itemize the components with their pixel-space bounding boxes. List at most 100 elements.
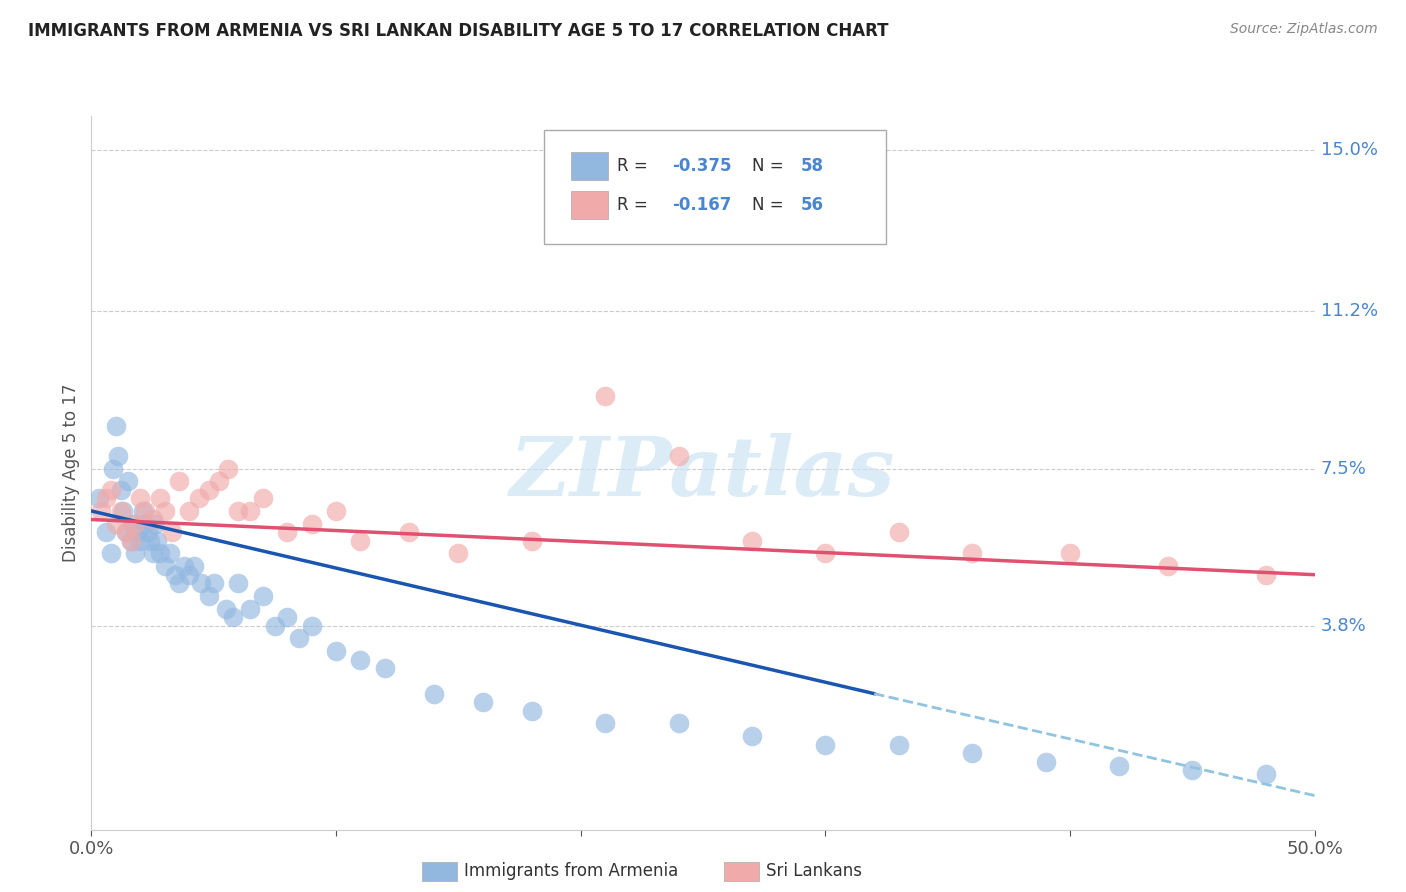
Point [146, 533, 169, 548]
FancyBboxPatch shape [571, 191, 607, 219]
Text: 15.0%: 15.0% [1320, 141, 1378, 159]
Point [325, 644, 347, 658]
Point [149, 546, 172, 560]
Text: Sri Lankans: Sri Lankans [766, 863, 862, 880]
Point [104, 516, 127, 531]
Point [226, 504, 249, 518]
Point [132, 504, 155, 518]
Point [183, 559, 205, 574]
Point [301, 516, 323, 531]
Point [741, 729, 763, 743]
Point [117, 475, 139, 489]
Point [100, 483, 122, 497]
Text: N =: N = [752, 196, 789, 214]
Point [112, 504, 135, 518]
Text: IMMIGRANTS FROM ARMENIA VS SRI LANKAN DISABILITY AGE 5 TO 17 CORRELATION CHART: IMMIGRANTS FROM ARMENIA VS SRI LANKAN DI… [28, 22, 889, 40]
Point [520, 704, 543, 718]
Point [198, 483, 221, 497]
Point [239, 601, 262, 615]
Point [190, 576, 212, 591]
Point [143, 516, 166, 531]
Point [173, 559, 195, 574]
Point [887, 738, 910, 752]
Point [160, 525, 183, 540]
Point [593, 716, 616, 731]
Point [136, 525, 159, 540]
Point [120, 533, 142, 548]
Point [104, 419, 127, 434]
Point [169, 576, 191, 591]
Point [129, 533, 152, 548]
Point [107, 449, 129, 463]
Point [423, 687, 446, 701]
Point [1157, 559, 1180, 574]
Point [153, 559, 176, 574]
Point [129, 491, 152, 506]
Point [741, 533, 763, 548]
Point [202, 576, 225, 591]
Point [239, 504, 262, 518]
Point [520, 533, 543, 548]
Point [198, 589, 221, 603]
Point [90, 504, 112, 518]
Point [114, 525, 136, 540]
Text: 7.5%: 7.5% [1320, 459, 1367, 477]
Point [141, 546, 163, 560]
Point [349, 533, 371, 548]
Point [159, 546, 181, 560]
Point [1254, 767, 1277, 781]
Point [301, 618, 323, 632]
Point [153, 504, 176, 518]
Point [288, 632, 311, 646]
Point [110, 483, 132, 497]
Point [264, 618, 287, 632]
Text: -0.375: -0.375 [672, 157, 733, 175]
Point [124, 516, 146, 531]
Point [668, 449, 690, 463]
Y-axis label: Disability Age 5 to 17: Disability Age 5 to 17 [62, 384, 80, 562]
Point [887, 525, 910, 540]
Point [215, 601, 238, 615]
Point [179, 567, 201, 582]
Point [325, 504, 347, 518]
Point [222, 610, 245, 624]
Point [100, 546, 122, 560]
Point [960, 546, 983, 560]
Point [207, 475, 229, 489]
Point [134, 504, 156, 518]
Text: ZIPatlas: ZIPatlas [510, 433, 896, 513]
Text: Immigrants from Armenia: Immigrants from Armenia [464, 863, 678, 880]
Point [471, 695, 494, 709]
Text: R =: R = [617, 196, 654, 214]
Point [252, 491, 274, 506]
Point [960, 746, 983, 760]
Text: 3.8%: 3.8% [1320, 616, 1367, 635]
Point [217, 461, 239, 475]
Point [94, 491, 117, 506]
Point [163, 567, 186, 582]
Point [1035, 755, 1057, 769]
Text: N =: N = [752, 157, 789, 175]
Point [188, 491, 211, 506]
Point [149, 491, 172, 506]
Point [814, 546, 837, 560]
Point [814, 738, 837, 752]
Point [141, 512, 163, 526]
Point [1059, 546, 1081, 560]
Text: 11.2%: 11.2% [1320, 302, 1378, 320]
Point [668, 716, 690, 731]
Point [1108, 759, 1130, 773]
Point [114, 525, 136, 540]
Point [226, 576, 249, 591]
Point [374, 661, 396, 675]
Text: 58: 58 [801, 157, 824, 175]
Point [276, 610, 298, 624]
Point [593, 389, 616, 403]
Point [103, 461, 125, 475]
Point [276, 525, 298, 540]
Point [179, 504, 201, 518]
Point [1254, 567, 1277, 582]
Point [110, 504, 132, 518]
FancyBboxPatch shape [571, 152, 607, 180]
Point [127, 525, 149, 540]
